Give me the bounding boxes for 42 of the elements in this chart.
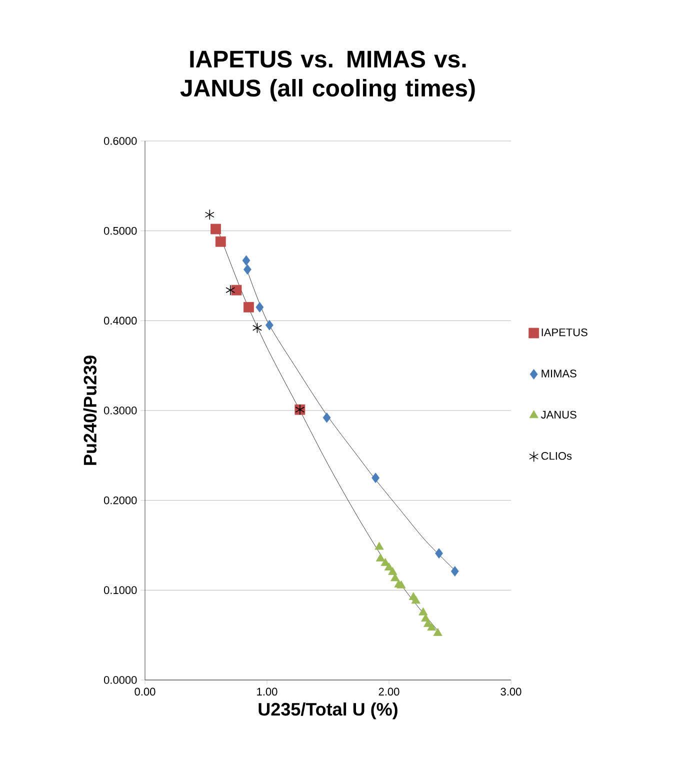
- point: [231, 284, 242, 296]
- point: [411, 596, 420, 604]
- y-axis-title: Pu240/Pu239: [83, 356, 97, 465]
- point: [252, 322, 262, 334]
- point: [210, 224, 221, 234]
- x-tick-label: 2.00: [378, 688, 400, 696]
- point: [226, 284, 236, 296]
- x-tick-label: 3.00: [500, 688, 522, 696]
- point: [322, 412, 331, 423]
- point: [433, 628, 442, 636]
- point: [215, 236, 226, 247]
- point: [265, 320, 274, 330]
- point: [435, 548, 443, 559]
- point: [384, 562, 394, 570]
- legend-label: JANUS: [541, 410, 576, 419]
- y-tick-label: 0.3000: [104, 406, 137, 414]
- point: [244, 264, 252, 275]
- legend-label: CLIOs: [541, 452, 572, 460]
- point: [372, 472, 380, 484]
- point: [243, 302, 254, 312]
- x-tick-label: 0.00: [134, 688, 156, 696]
- y-tick-label: 0.2000: [104, 496, 137, 504]
- point: [242, 255, 250, 266]
- point: [396, 580, 406, 588]
- legend-label: IAPETUS: [542, 328, 588, 336]
- x-tick-label: 1.00: [257, 688, 278, 696]
- y-tick-label: 0.0000: [104, 676, 137, 684]
- legend-label: MIMAS: [542, 370, 576, 378]
- point: [388, 566, 398, 575]
- y-tick-label: 0.5000: [104, 226, 137, 235]
- point: [450, 566, 459, 576]
- point: [374, 542, 384, 550]
- y-tick-label: 0.1000: [104, 586, 137, 594]
- y-tick-label: 0.6000: [104, 137, 137, 145]
- x-axis-title: U235/Total U (%): [258, 702, 398, 720]
- y-tick-label: 0.4000: [104, 316, 137, 325]
- point: [427, 622, 436, 631]
- point: [204, 209, 214, 220]
- point: [418, 607, 428, 616]
- point: [256, 302, 264, 312]
- point: [376, 554, 385, 562]
- chart-title: IAPETUS vs. MIMAS vs. JANUS (all cooling times): [180, 50, 475, 102]
